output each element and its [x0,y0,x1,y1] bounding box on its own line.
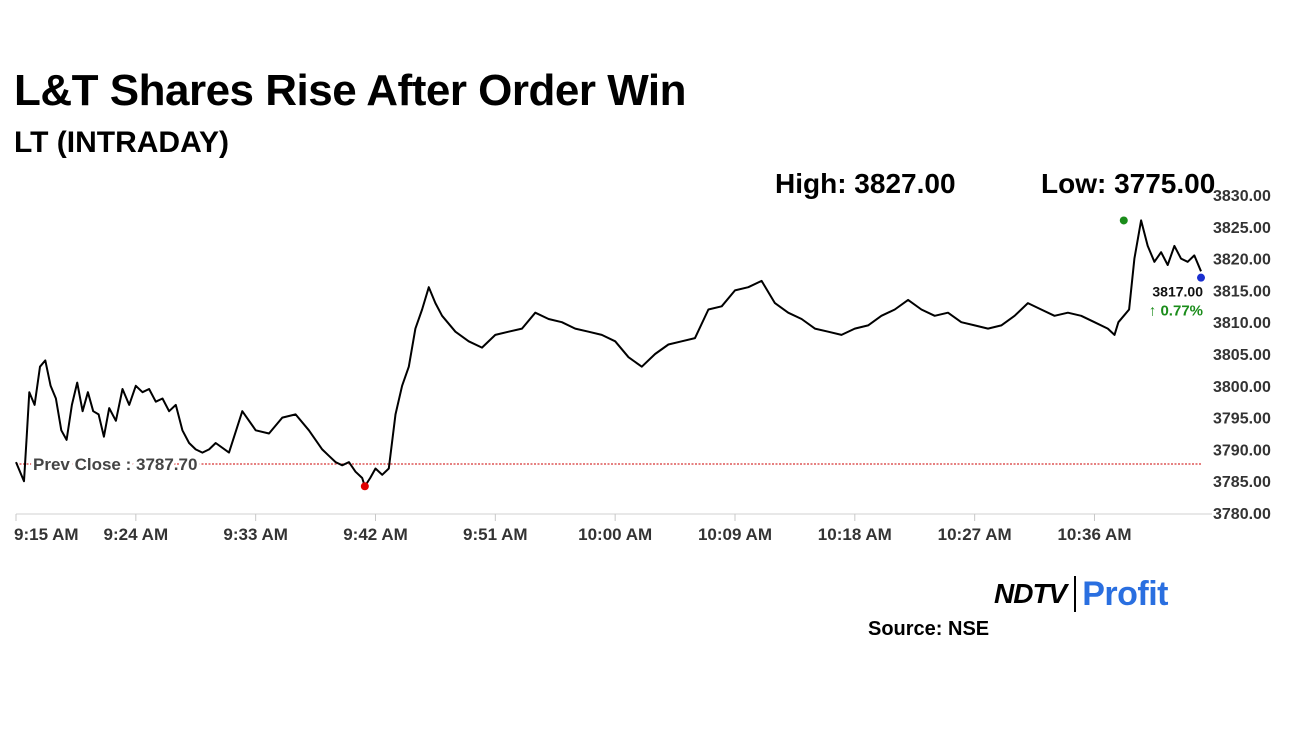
brand-divider [1074,576,1077,612]
y-tick-label: 3800.00 [1213,379,1271,396]
last-price-label: 3817.00 [1152,284,1203,300]
x-tick-label: 9:42 AM [343,525,408,544]
y-tick-label: 3830.00 [1213,188,1271,205]
x-tick-label: 10:27 AM [938,525,1012,544]
y-tick-label: 3780.00 [1213,506,1271,523]
y-tick-label: 3825.00 [1213,220,1271,237]
x-tick-label: 9:33 AM [223,525,288,544]
x-tick-label: 10:36 AM [1057,525,1131,544]
x-tick-label: 9:51 AM [463,525,528,544]
day-high-stat: High: 3827.00 [775,168,956,199]
change-percent-label: ↑ 0.77% [1149,303,1203,320]
source-note: Source: NSE [868,618,990,640]
y-tick-label: 3785.00 [1213,474,1271,491]
y-tick-label: 3810.00 [1213,315,1271,332]
y-tick-label: 3790.00 [1213,442,1271,459]
y-tick-label: 3820.00 [1213,252,1271,269]
brand-profit: Profit [1082,574,1169,613]
day-high-marker [1119,216,1128,225]
chart-subtitle: LT (INTRADAY) [14,126,229,159]
y-tick-label: 3805.00 [1213,347,1271,364]
x-axis-ticks: 9:15 AM 9:24 AM 9:33 AM 9:42 AM 9:51 AM 10:00… [14,514,1131,544]
x-tick-label: 10:00 AM [578,525,652,544]
y-tick-label: 3815.00 [1213,283,1271,300]
price-series-line [15,219,1202,488]
day-low-marker [360,482,369,491]
last-price-marker [1197,273,1205,282]
ndtv-profit-logo: NDTV Profit [994,574,1169,614]
x-tick-label: 9:24 AM [104,525,169,544]
x-tick-label: 10:18 AM [818,525,892,544]
day-low-stat: Low: 3775.00 [1041,168,1216,199]
y-axis-ticks: 3780.00 3785.00 3790.00 3795.00 3800.00 3805.… [1213,188,1271,523]
prev-close-label: Prev Close : 3787.70 [33,455,197,474]
x-tick-label: 9:15 AM [14,525,79,544]
brand-ndtv: NDTV [994,578,1067,609]
x-tick-label: 10:09 AM [698,525,772,544]
y-tick-label: 3795.00 [1213,411,1271,428]
chart-title: L&T Shares Rise After Order Win [14,66,686,115]
